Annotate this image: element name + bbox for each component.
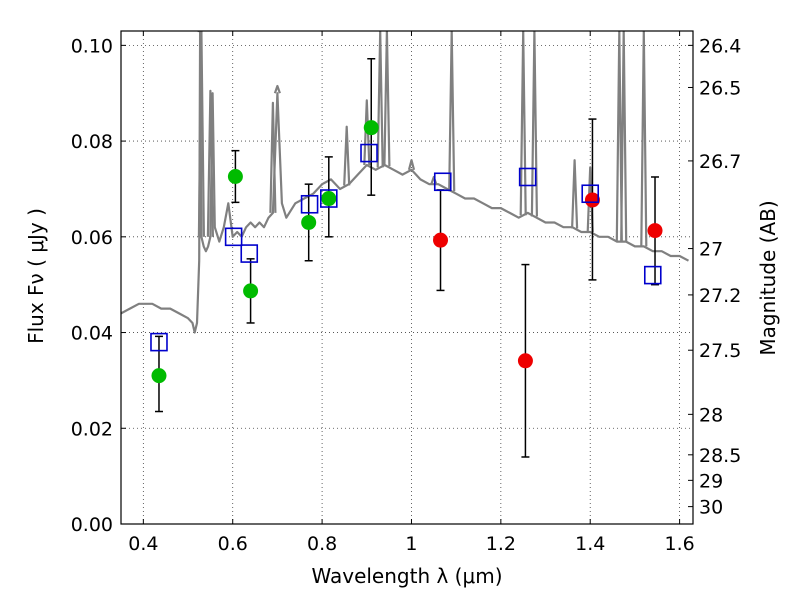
plot-frame: [120, 30, 694, 525]
green-data-point: [301, 214, 317, 230]
y-tick-label: 0.04: [71, 323, 113, 345]
green-data-point: [363, 120, 379, 136]
red-data-point: [517, 353, 533, 369]
model-photometry-square: [433, 172, 452, 192]
x-tick-label: 0.4: [128, 533, 158, 555]
model-photometry-square: [300, 194, 319, 214]
right-axis-tick-label: 27.2: [699, 285, 741, 307]
red-data-point: [647, 223, 663, 239]
right-axis-tick-label: 27.5: [699, 340, 741, 362]
emission-line-spike: [448, 31, 456, 192]
y-tick-label: 0.00: [71, 514, 113, 536]
emission-line-spike: [363, 99, 371, 166]
emission-line-spike: [269, 101, 277, 213]
emission-line-spike: [519, 31, 527, 216]
emission-line-spike: [343, 125, 351, 186]
model-photometry-square: [224, 227, 243, 247]
axis-ticks: 0.4 0.6 0.8 1 1.2 1.4 1.6 0.00 0.02 0.04 0.06 0.08 0…: [71, 31, 741, 555]
right-axis-tick-label: 26.4: [699, 35, 741, 57]
model-photometry-square: [581, 184, 600, 204]
emission-line-spike: [620, 31, 628, 242]
right-axis-tick-label: 28.5: [699, 445, 741, 467]
y-axis-label: Flux Fν ( μJy ): [24, 208, 48, 344]
x-tick-label: 0.6: [218, 533, 248, 555]
model-photometry-square: [240, 244, 259, 263]
plot-area: [121, 31, 690, 458]
red-data-point: [433, 232, 449, 248]
emission-line-spike: [206, 89, 214, 237]
right-axis-tick-label: 26.5: [699, 77, 741, 99]
green-data-point: [227, 169, 243, 185]
x-tick-label: 0.8: [307, 533, 337, 555]
right-axis-label: Magnitude (AB): [756, 200, 780, 355]
emission-line-spike: [530, 31, 538, 217]
y-tick-label: 0.08: [71, 131, 113, 153]
emission-line-spike: [407, 159, 416, 171]
emission-line-spike: [197, 31, 205, 237]
emission-line-spike: [571, 159, 579, 229]
y-tick-label: 0.06: [71, 227, 113, 249]
right-axis-tick-label: 29: [699, 470, 723, 492]
x-tick-label: 1: [405, 533, 417, 555]
right-axis-tick-label: 30: [699, 497, 723, 519]
emission-line-spike: [273, 84, 281, 94]
x-tick-label: 1.6: [664, 533, 694, 555]
right-axis-tick-label: 26.7: [699, 151, 741, 173]
model-photometry-square: [518, 167, 537, 187]
right-axis-tick-label: 27: [699, 239, 723, 261]
green-data-point: [151, 368, 167, 384]
green-data-point: [321, 191, 337, 207]
y-tick-label: 0.10: [71, 35, 113, 57]
model-photometry-square: [643, 265, 662, 285]
x-tick-label: 1.2: [486, 533, 516, 555]
x-axis-label: Wavelength λ (μm): [311, 564, 502, 588]
model-photometry-square: [150, 332, 168, 352]
model-photometry-square: [360, 143, 378, 163]
y-tick-label: 0.02: [71, 418, 113, 440]
green-data-point: [243, 283, 259, 299]
right-axis-tick-label: 28: [699, 404, 723, 426]
emission-line-spike: [376, 31, 384, 168]
model-photometry-square: [319, 189, 338, 208]
red-data-point: [584, 192, 600, 208]
emission-line-spike: [640, 31, 648, 247]
x-tick-label: 1.4: [575, 533, 605, 555]
emission-line-spike: [383, 31, 391, 167]
